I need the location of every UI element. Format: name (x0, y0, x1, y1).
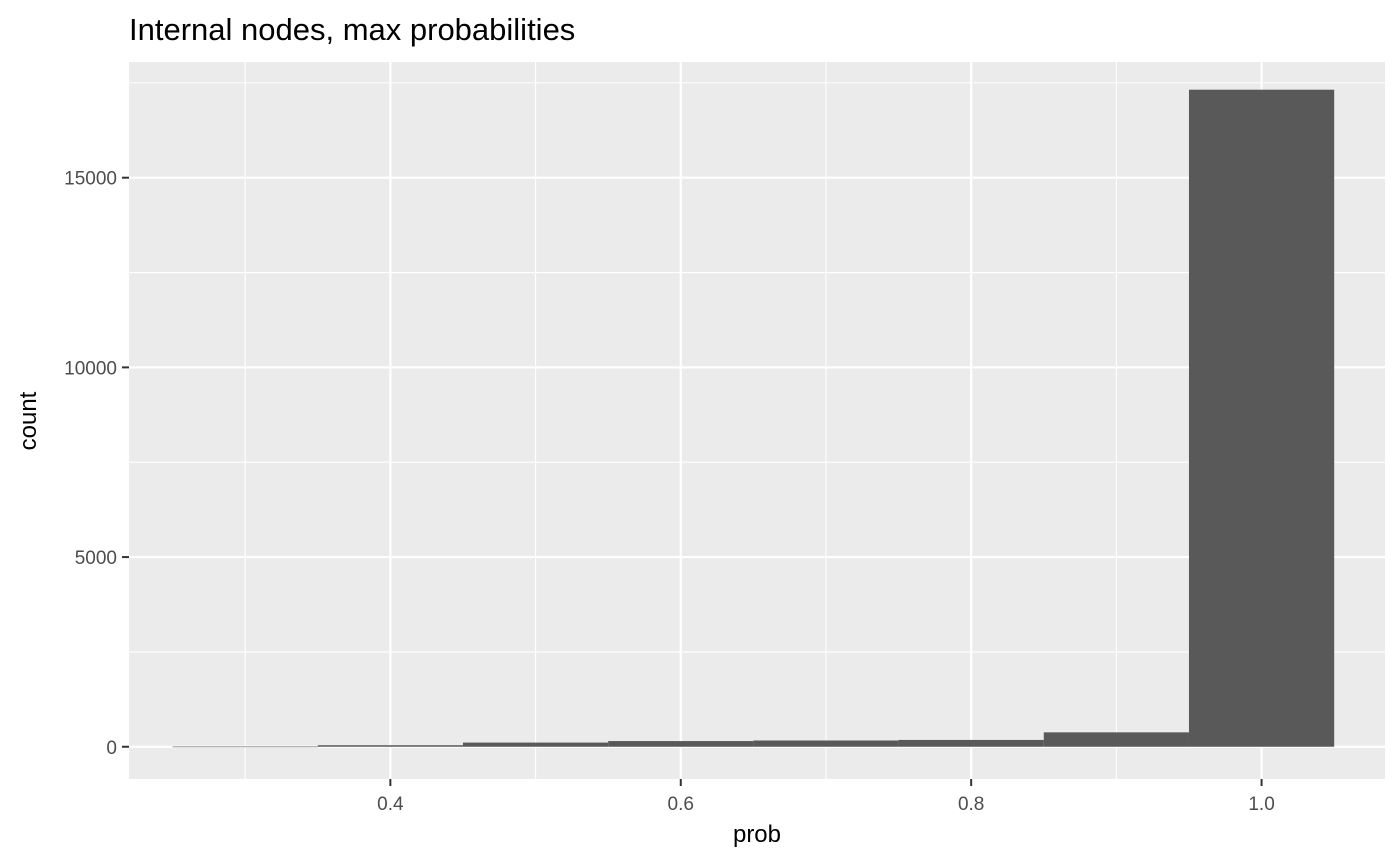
x-axis: 0.4 0.6 0.8 1.0 (377, 779, 1275, 815)
histogram-bars (172, 89, 1335, 748)
histogram-bar (1043, 732, 1189, 747)
y-tick-label: 0 (106, 738, 117, 759)
x-tick-label: 1.0 (1248, 794, 1274, 815)
y-tick-label: 10000 (64, 358, 117, 379)
histogram-bar (608, 741, 754, 747)
y-tick-label: 5000 (75, 548, 117, 569)
y-axis: 0 5000 10000 15000 (64, 169, 129, 759)
histogram-bar (172, 746, 318, 748)
y-axis-title: count (15, 391, 42, 450)
minor-gridlines (129, 62, 1385, 779)
x-axis-title: prob (733, 821, 781, 848)
y-tick-label: 15000 (64, 169, 117, 190)
histogram-bar (898, 739, 1044, 747)
histogram-bar (317, 745, 463, 747)
histogram-bar (753, 740, 899, 747)
x-tick-label: 0.4 (377, 794, 404, 815)
major-gridlines (129, 62, 1385, 779)
chart-title: Internal nodes, max probabilities (129, 12, 575, 47)
x-tick-label: 0.6 (668, 794, 694, 815)
histogram-bar (1188, 89, 1335, 747)
plot-panel (129, 62, 1385, 779)
histogram-bar (462, 742, 609, 747)
x-tick-label: 0.8 (958, 794, 984, 815)
